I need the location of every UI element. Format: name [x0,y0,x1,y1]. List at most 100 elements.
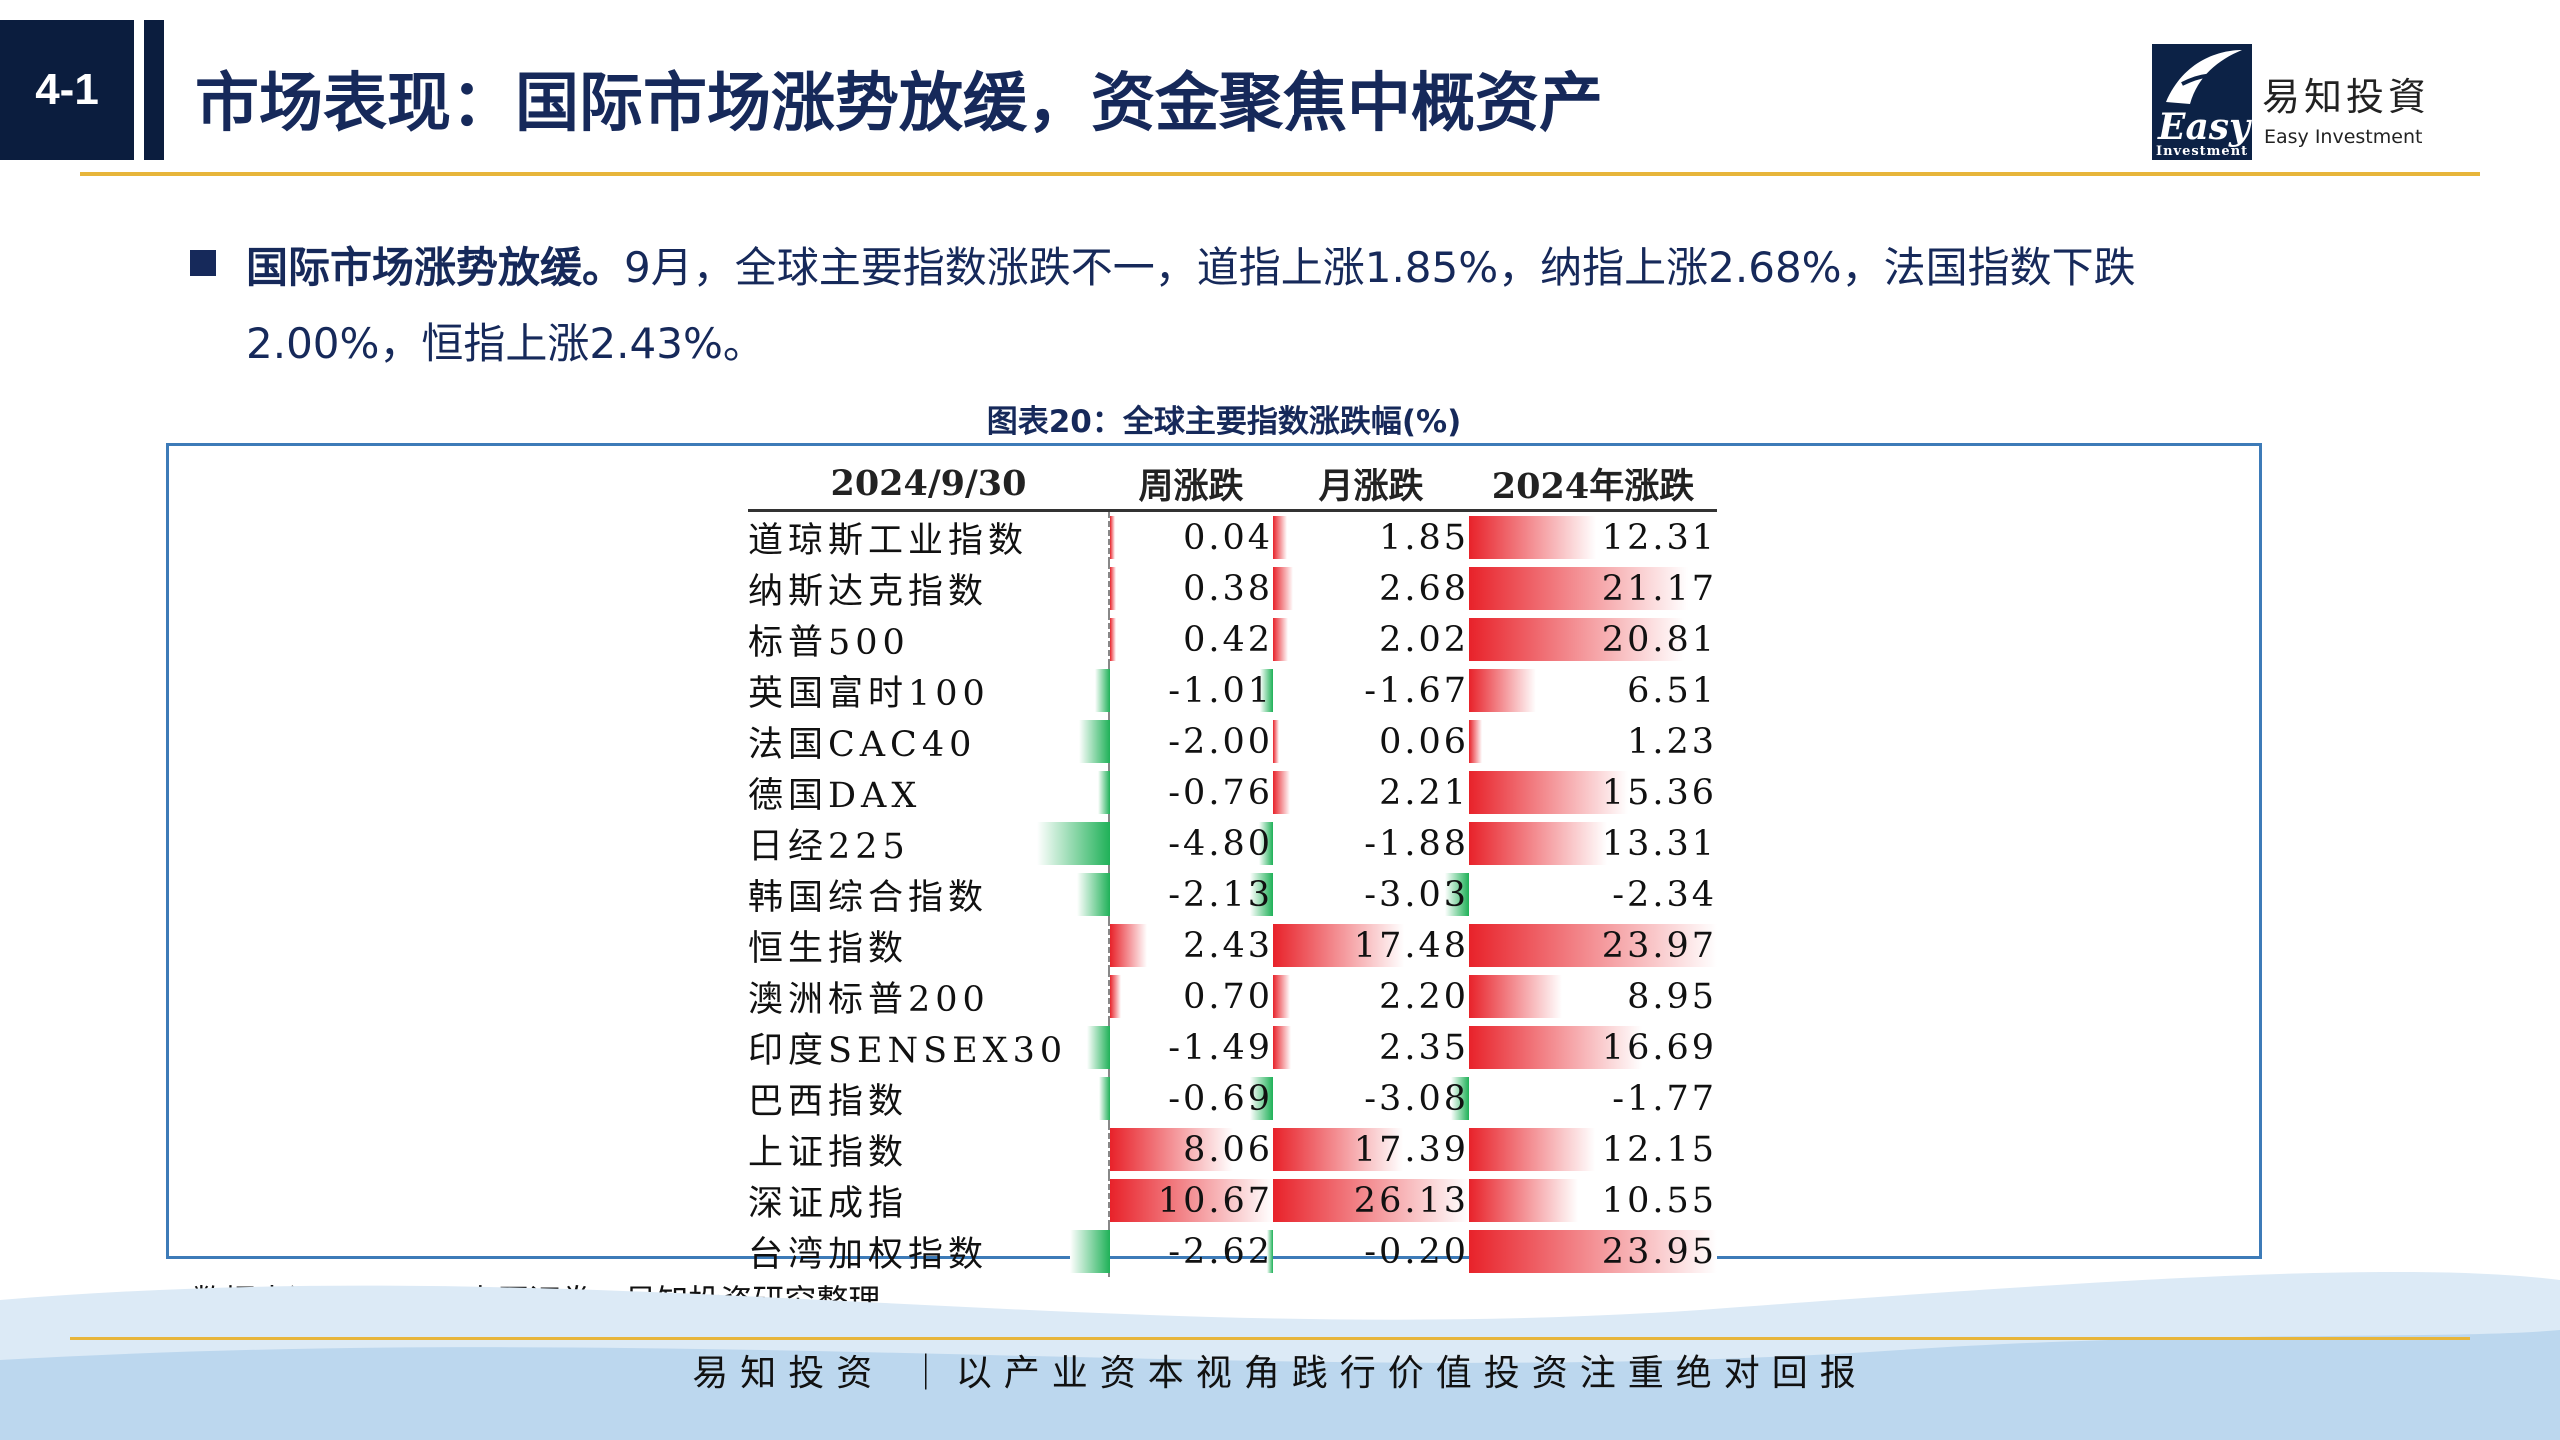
company-name-cn: 易知投資 [2262,75,2431,119]
negative-bar [1249,1077,1273,1120]
section-number: 4-1 [35,65,99,114]
cell-value: 0.38 [1183,568,1273,609]
cell-ytd-change: 1.23 [1469,716,1717,767]
table-header-row: 2024/9/30 周涨跌 月涨跌 2024年涨跌 [748,458,1717,512]
cell-ytd-change: 10.55 [1469,1175,1717,1226]
negative-bar [1087,1026,1110,1069]
positive-bar [1110,924,1148,967]
cell-value: -2.62 [1168,1231,1273,1272]
cell-ytd-change: 8.95 [1469,971,1717,1022]
bullet-square-icon [190,250,216,276]
cell-value: 26.13 [1353,1180,1469,1221]
cell-value: 2.35 [1379,1027,1469,1068]
cell-week-change: -4.80 [1036,818,1273,869]
cell-value: 21.17 [1601,568,1717,609]
cell-value: -2.34 [1612,874,1717,915]
header-week-change: 周涨跌 [1109,458,1273,512]
cell-ytd-change: 6.51 [1469,665,1717,716]
positive-bar [1469,822,1607,865]
table-row: 深证成指 10.67 26.13 10.55 [748,1175,1717,1226]
cell-value: 2.68 [1379,568,1469,609]
cell-week-change: -0.76 [1098,767,1273,818]
cell-ytd-change: 21.17 [1469,563,1717,614]
cell-month-change: -3.08 [1249,1073,1469,1124]
cell-month-change: 0.06 [1273,716,1469,767]
cell-ytd-change: 20.81 [1469,614,1717,665]
footer-divider [70,1337,2470,1340]
cell-value: 23.95 [1601,1231,1717,1272]
positive-bar [1273,1179,1469,1222]
cell-value: -4.80 [1168,823,1273,864]
cell-value: -3.03 [1364,874,1469,915]
chart-title: 图表20：全球主要指数涨跌幅(%) [986,404,1462,440]
positive-bar [1110,516,1115,559]
company-logo-mark: Easy Investment [2152,44,2252,160]
cell-value: 16.69 [1601,1027,1717,1068]
summary-lead: 国际市场涨势放缓。 [246,243,625,292]
cell-value: 2.20 [1379,976,1469,1017]
cell-week-change: 0.70 [1108,971,1273,1022]
positive-bar [1273,1128,1404,1171]
cell-week-change: 8.06 [1108,1124,1273,1175]
positive-bar [1273,618,1289,661]
cell-ytd-change: 12.31 [1469,511,1717,564]
cell-month-change: 2.35 [1273,1022,1469,1073]
cell-value: -1.77 [1612,1078,1717,1119]
cell-week-change: 0.38 [1108,563,1273,614]
cell-ytd-change: -1.77 [1450,1073,1717,1124]
table-row: 纳斯达克指数 0.38 2.68 21.17 [748,563,1717,614]
cell-value: -3.08 [1364,1078,1469,1119]
cell-value: -1.67 [1364,670,1469,711]
cell-value: 13.31 [1601,823,1717,864]
cell-ytd-change: 15.36 [1469,767,1717,818]
cell-week-change: -2.00 [1079,716,1273,767]
positive-bar [1110,975,1121,1018]
cell-ytd-change: -2.34 [1444,869,1717,920]
table-row: 巴西指数 -0.69 -3.08 -1.77 [748,1073,1717,1124]
cell-index-name: 上证指数 [748,1133,909,1173]
cell-value: 17.48 [1353,925,1469,966]
table-row: 澳洲标普200 0.70 2.20 8.95 [748,971,1717,1022]
cell-value: 20.81 [1601,619,1717,660]
negative-bar [1098,771,1110,814]
cell-value: 1.23 [1627,721,1717,762]
header-divider [80,172,2480,176]
table-row: 印度SENSEX30 -1.49 2.35 16.69 [748,1022,1717,1073]
positive-bar [1469,1179,1579,1222]
positive-bar [1110,567,1116,610]
cell-month-change: 26.13 [1273,1175,1469,1226]
badge-accent-bar [144,20,164,160]
page-title: 市场表现：国际市场涨势放缓，资金聚焦中概资产 [195,67,1603,141]
section-number-badge: 4-1 [0,20,134,160]
table-row: 道琼斯工业指数 0.04 1.85 12.31 [748,510,1717,564]
logo-swirl-icon [2166,50,2242,104]
positive-bar [1469,516,1597,559]
positive-bar [1469,669,1537,712]
cell-index-name: 恒生指数 [748,929,909,969]
positive-bar [1273,771,1290,814]
cell-value: 6.51 [1627,670,1717,711]
positive-bar [1273,924,1405,967]
cell-value: 10.55 [1601,1180,1717,1221]
negative-bar [1260,669,1273,712]
header-date: 2024/9/30 [748,458,1109,512]
index-performance-table: 2024/9/30 周涨跌 月涨跌 2024年涨跌 道琼斯工业指数 0.04 1.8… [748,458,1717,1277]
cell-value: -0.20 [1364,1231,1469,1272]
cell-ytd-change: 13.31 [1469,818,1717,869]
cell-index-name: 标普500 [748,623,910,663]
header-month-change: 月涨跌 [1273,458,1469,512]
negative-bar [1250,873,1273,916]
cell-value: -2.00 [1168,721,1273,762]
cell-index-name: 法国CAC40 [748,725,977,765]
cell-month-change: 2.02 [1273,614,1469,665]
table-row: 恒生指数 2.43 17.48 23.97 [748,920,1717,971]
negative-bar [1099,1077,1110,1120]
table-row: 上证指数 8.06 17.39 12.15 [748,1124,1717,1175]
summary-paragraph: 国际市场涨势放缓。9月，全球主要指数涨跌不一，道指上涨1.85%，纳指上涨2.6… [246,230,2276,382]
cell-month-change: -3.03 [1250,869,1469,920]
cell-month-change: 2.21 [1273,767,1469,818]
cell-index-name: 台湾加权指数 [748,1235,989,1275]
positive-bar [1469,618,1685,661]
cell-week-change: 10.67 [1108,1175,1273,1226]
cell-index-name: 深证成指 [748,1184,909,1224]
